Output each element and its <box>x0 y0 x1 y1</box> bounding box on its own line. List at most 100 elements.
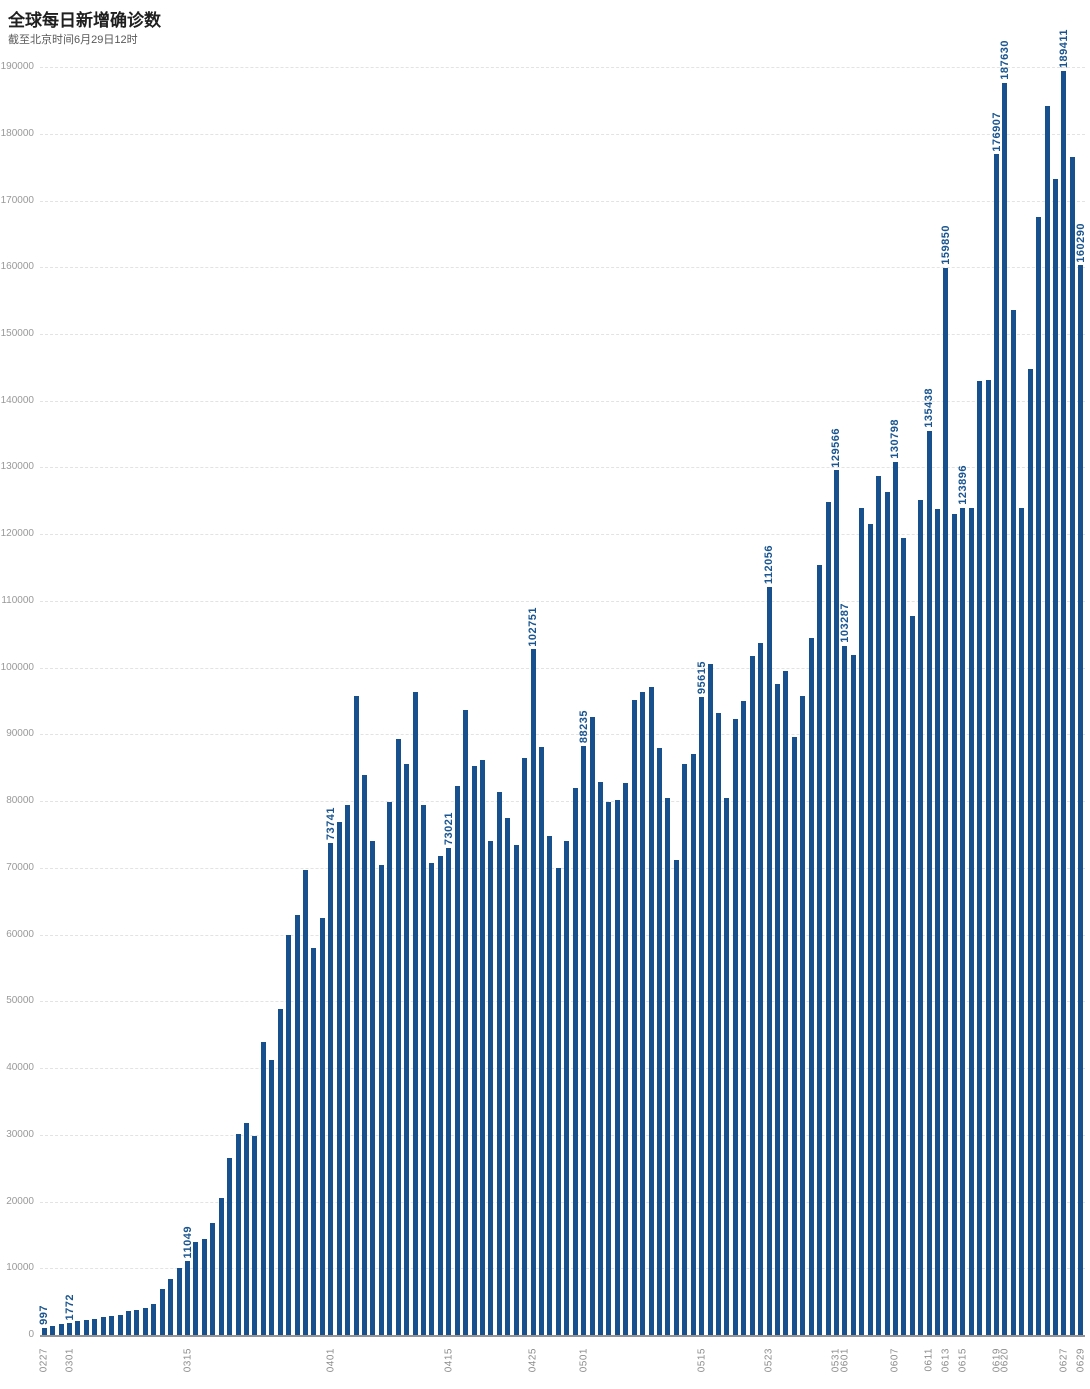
bar <box>151 1303 157 1335</box>
bar <box>210 1222 216 1335</box>
bar <box>699 696 705 1335</box>
y-axis-label: 170000 <box>0 194 34 206</box>
bar <box>244 1123 249 1335</box>
bar <box>345 805 351 1335</box>
bar <box>850 655 856 1335</box>
bar <box>977 381 983 1335</box>
bar <box>126 1311 131 1335</box>
y-axis-label: 180000 <box>0 127 34 139</box>
bar <box>50 1326 56 1335</box>
bar <box>496 791 502 1335</box>
bar-value-label: 123896 <box>956 465 969 506</box>
bar <box>749 656 755 1335</box>
bar <box>387 802 393 1335</box>
bar <box>303 869 308 1335</box>
bar <box>833 470 839 1335</box>
bar-value-label: 159850 <box>939 225 952 266</box>
y-axis-label: 140000 <box>0 394 34 406</box>
bar <box>951 514 957 1335</box>
x-axis-label: 0227 <box>38 1348 50 1373</box>
bar <box>1069 157 1075 1335</box>
bar <box>867 523 873 1335</box>
y-axis: 0 10000 20000 30000 40000 50000 60000 70000 8000… <box>0 61 34 1340</box>
bar <box>690 753 696 1335</box>
bar <box>547 835 553 1335</box>
x-axis-label: 0401 <box>325 1348 337 1373</box>
bar <box>67 1323 72 1335</box>
bar <box>656 747 662 1335</box>
y-axis-label: 30000 <box>6 1128 34 1140</box>
bar <box>420 805 426 1335</box>
bar-value-label: 73741 <box>324 806 337 840</box>
bar <box>83 1319 89 1335</box>
bar <box>581 746 587 1335</box>
y-axis-label: 50000 <box>6 995 34 1007</box>
bar <box>505 817 511 1335</box>
gridline <box>40 600 1085 602</box>
x-axis-label: 0629 <box>1075 1348 1087 1373</box>
bar <box>1036 217 1042 1335</box>
bar <box>134 1310 140 1335</box>
x-axis-label: 0613 <box>940 1348 952 1373</box>
gridline <box>40 1201 1085 1203</box>
bar-value-label: 160290 <box>1074 222 1087 263</box>
gridline <box>40 934 1085 936</box>
bar <box>252 1135 258 1335</box>
bar <box>235 1133 241 1335</box>
y-axis-label: 40000 <box>6 1062 34 1074</box>
gridline <box>40 1001 1085 1003</box>
gridline <box>40 67 1085 68</box>
bar <box>901 538 907 1335</box>
bar <box>918 500 924 1335</box>
bar <box>260 1042 266 1335</box>
bar <box>648 687 654 1335</box>
bar <box>909 616 915 1335</box>
bar <box>471 765 477 1335</box>
bar-value-label: 129566 <box>830 427 843 468</box>
gridline <box>40 801 1085 803</box>
bar <box>1002 82 1008 1335</box>
bar <box>193 1241 199 1335</box>
bar <box>159 1289 165 1335</box>
bar <box>463 709 469 1335</box>
bar <box>294 914 300 1335</box>
x-axis-label: 0315 <box>182 1348 193 1373</box>
x-axis-label: 0425 <box>527 1348 539 1373</box>
bar-value-label: 103287 <box>838 602 851 643</box>
bar <box>673 859 679 1335</box>
bar <box>1061 70 1067 1335</box>
gridline <box>40 467 1085 469</box>
gridline <box>40 1134 1085 1136</box>
bar <box>572 787 578 1335</box>
bar <box>277 1008 283 1335</box>
bar <box>92 1318 98 1335</box>
bar-value-label: 112056 <box>763 545 775 585</box>
bar-value-label: 130798 <box>889 419 902 460</box>
bar <box>185 1261 190 1335</box>
bar <box>286 934 292 1335</box>
bar <box>362 775 367 1335</box>
bar <box>631 700 637 1335</box>
bar <box>859 508 865 1335</box>
gridline <box>40 1268 1085 1270</box>
y-axis-label: 0 <box>28 1329 34 1340</box>
bar <box>758 642 763 1335</box>
bar <box>319 917 325 1335</box>
x-axis-label: 0523 <box>763 1348 775 1373</box>
bar <box>269 1060 275 1335</box>
bar <box>454 785 460 1335</box>
bar <box>774 683 780 1335</box>
x-axis-label: 0415 <box>443 1348 455 1373</box>
bar-value-label: 189411 <box>1057 28 1070 68</box>
x-axis: 0227 0301 0315 0401 0415 0425 0501 0515 0523 0531… <box>38 1344 1087 1389</box>
bar <box>808 638 814 1335</box>
chart-subtitle: 截至北京时间6月29日12时 <box>8 34 138 46</box>
x-axis-label: 0615 <box>957 1348 969 1373</box>
bar <box>370 840 376 1335</box>
bar <box>201 1238 207 1335</box>
y-axis-label: 10000 <box>6 1262 34 1274</box>
bar <box>41 1328 47 1335</box>
bar-value-label: 11049 <box>181 1225 194 1259</box>
bar-value-label: 187630 <box>998 40 1011 80</box>
y-axis-label: 110000 <box>1 594 34 606</box>
